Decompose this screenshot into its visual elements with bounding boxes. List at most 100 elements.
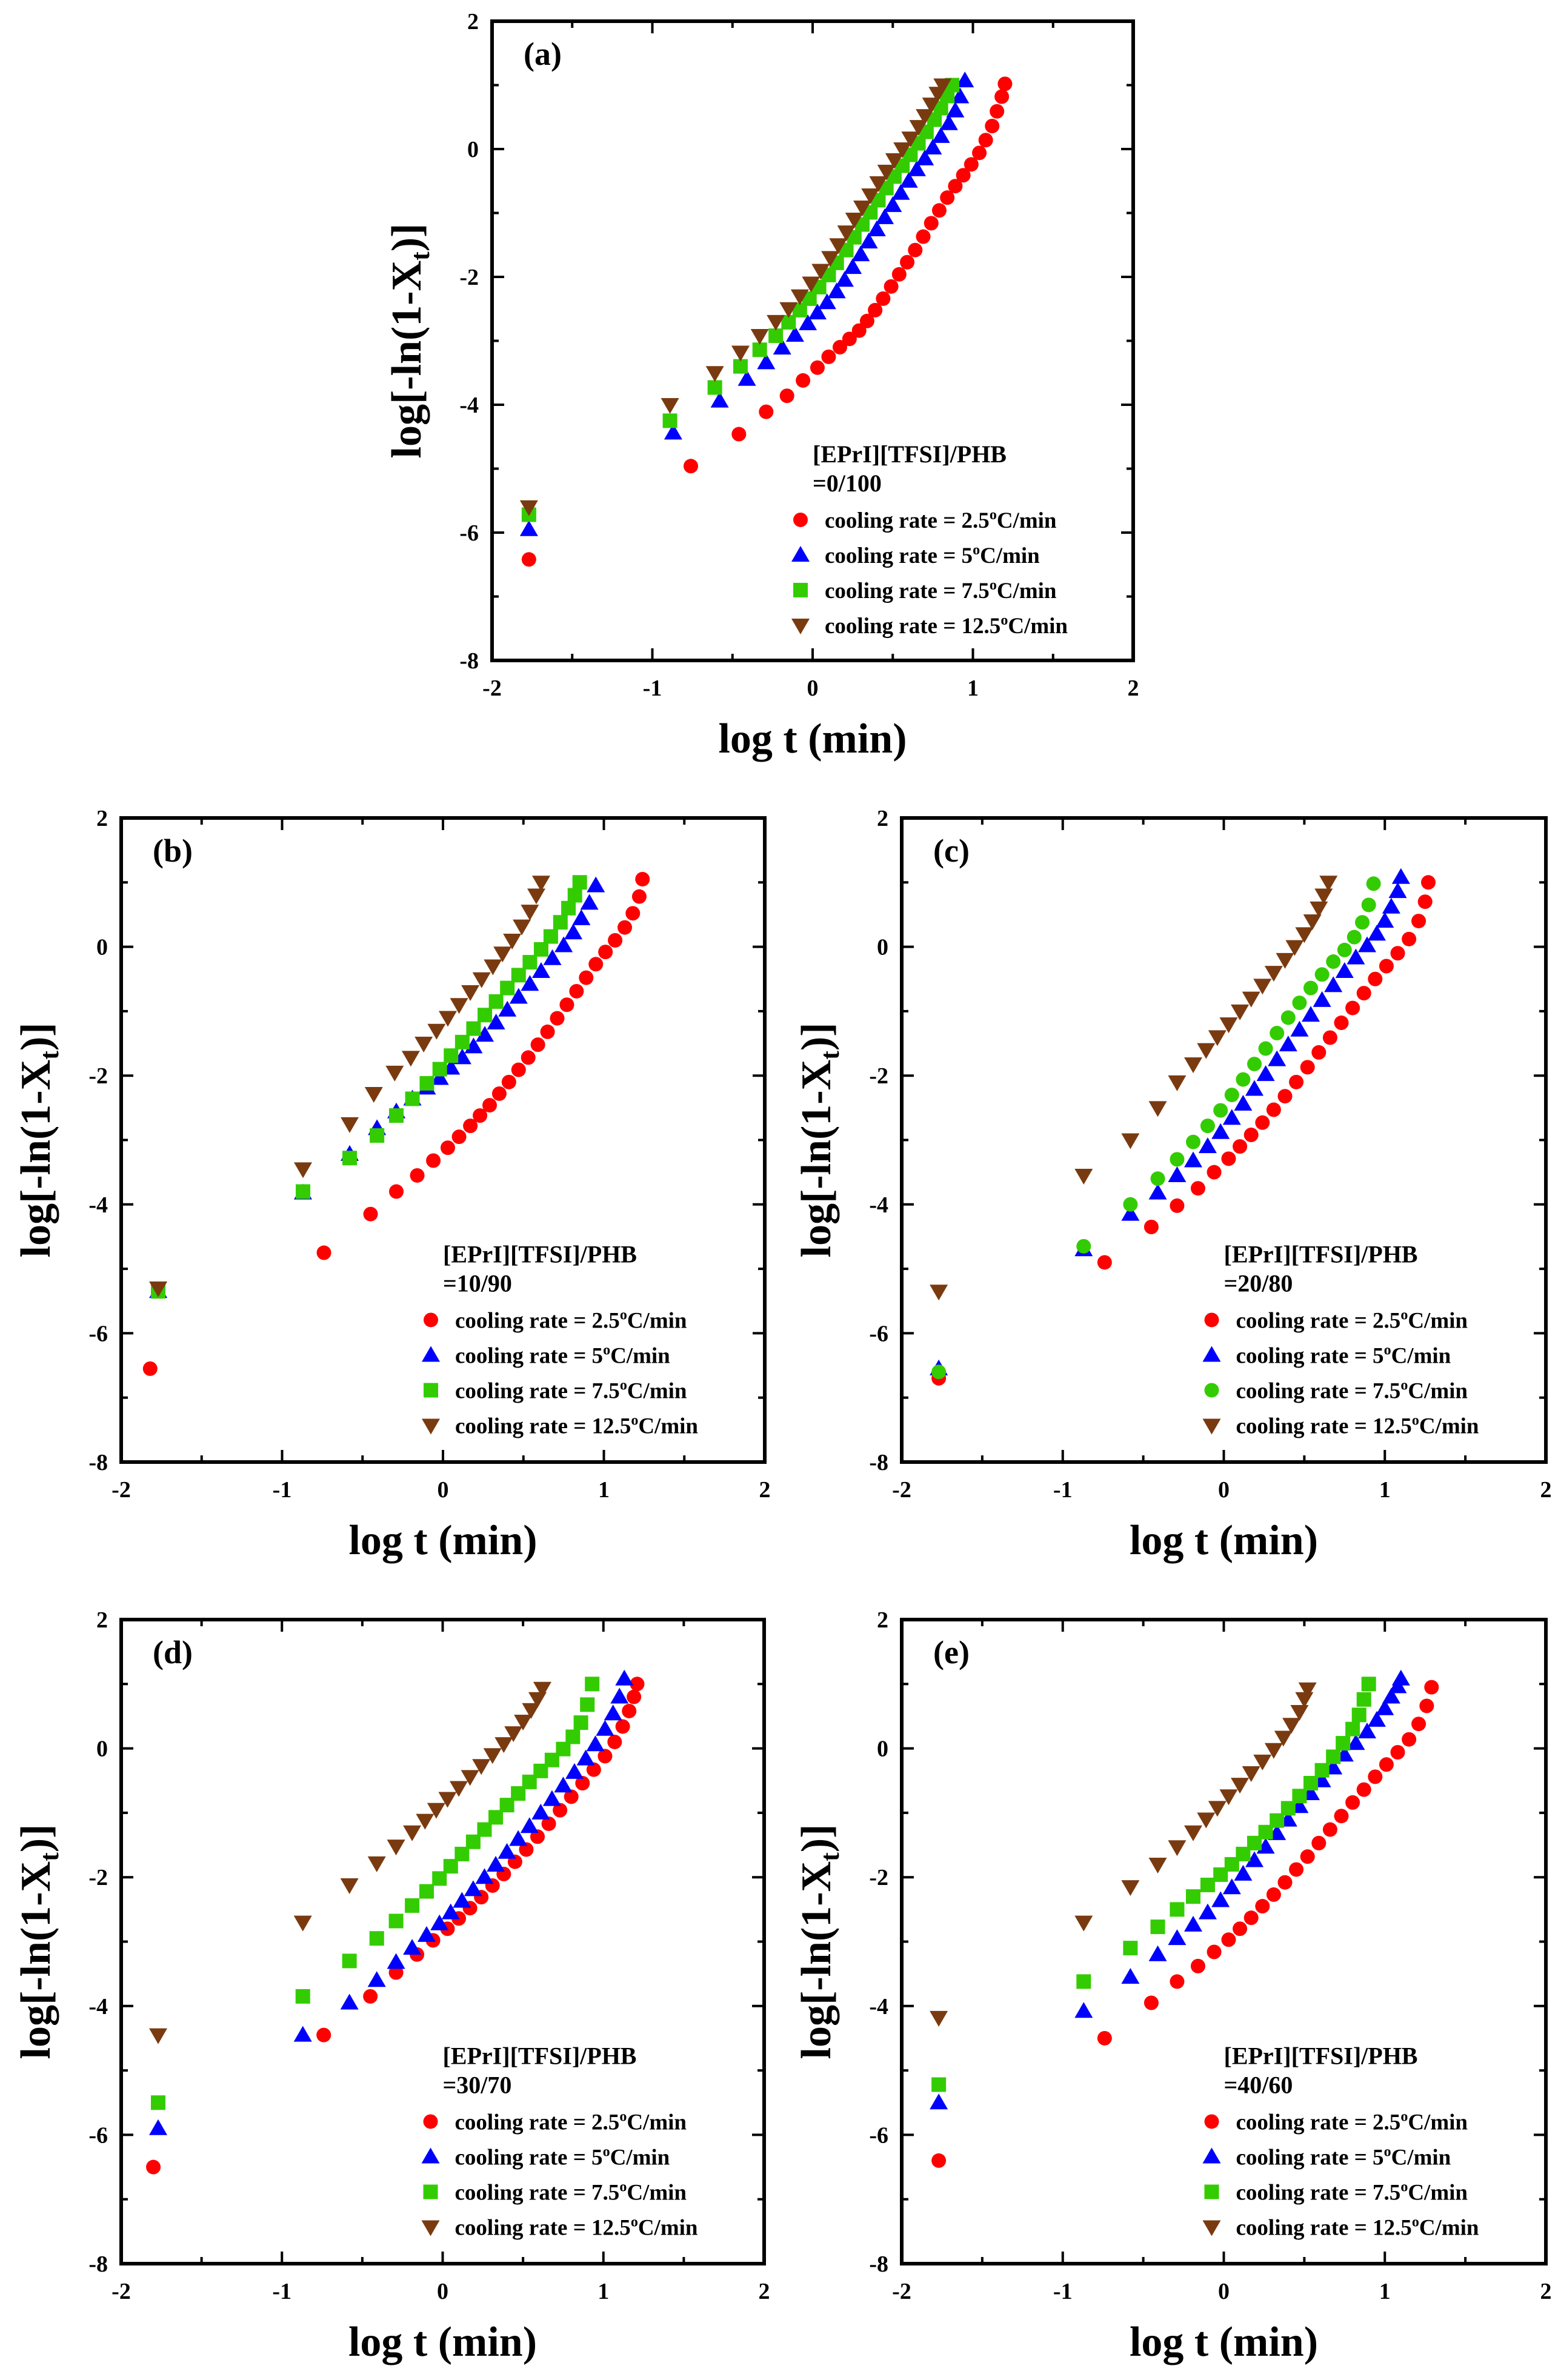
data-point <box>1376 912 1394 928</box>
data-point <box>705 366 724 382</box>
data-point <box>1345 1721 1360 1737</box>
legend-marker <box>422 1346 440 1362</box>
y-axis-label: log[-ln(1-Xt)] <box>384 224 435 459</box>
data-point <box>876 291 891 306</box>
data-point <box>430 1914 449 1930</box>
x-tick-label: -2 <box>892 1477 911 1503</box>
data-point <box>1417 894 1433 909</box>
data-point <box>403 1939 422 1955</box>
x-tick-label: 2 <box>1128 676 1139 701</box>
data-point <box>573 1715 588 1730</box>
data-point <box>662 413 677 428</box>
data-point <box>151 2095 166 2110</box>
data-point <box>733 359 748 374</box>
legend-marker <box>791 618 810 634</box>
data-point <box>876 208 894 224</box>
series-2.5 <box>521 76 1013 567</box>
data-point <box>416 1813 434 1830</box>
data-point <box>1358 936 1377 952</box>
data-point <box>493 946 512 963</box>
series-12.5 <box>930 876 1338 1301</box>
data-point <box>1245 1851 1263 1867</box>
data-point <box>1231 1778 1250 1794</box>
data-point <box>1170 1198 1185 1213</box>
y-tick-label: -8 <box>88 2252 108 2277</box>
legend-marker <box>1202 1346 1221 1362</box>
data-point <box>403 1825 422 1841</box>
data-point <box>149 1281 168 1297</box>
data-point <box>1074 1168 1093 1185</box>
data-point <box>930 2010 948 2027</box>
legend-subtitle: =10/90 <box>443 1269 512 1297</box>
data-point <box>388 1965 404 1980</box>
data-point <box>385 1065 404 1082</box>
y-tick-label: 2 <box>467 9 479 35</box>
data-point <box>438 1011 457 1027</box>
data-point <box>1391 868 1410 884</box>
legend-marker <box>424 1383 438 1398</box>
data-point <box>441 1903 460 1920</box>
panel-c: -2 -1 0 1 2 2 0 -2 -4 -6 -8 log t (min) log[-ln(1-Xt… <box>793 806 1552 1564</box>
x-tick-label: -1 <box>1053 1477 1073 1503</box>
data-point <box>1184 1151 1203 1168</box>
data-point <box>835 271 854 287</box>
data-point <box>773 339 791 355</box>
data-point <box>1276 952 1294 969</box>
data-point <box>1207 1944 1222 1960</box>
data-point <box>564 1789 579 1804</box>
legend-label: cooling rate = 7.5oC/min <box>1236 2179 1468 2205</box>
data-point <box>930 1285 948 1301</box>
data-point <box>1421 875 1436 890</box>
data-point <box>1390 1744 1405 1760</box>
data-point <box>475 1868 494 1884</box>
data-point <box>541 1816 556 1831</box>
data-point <box>842 331 857 347</box>
data-point <box>1302 1006 1320 1022</box>
data-point <box>1222 1878 1241 1895</box>
data-point <box>1285 940 1304 956</box>
panel-tag: (b) <box>153 833 193 869</box>
data-point <box>1144 1220 1159 1235</box>
data-point <box>511 1062 526 1077</box>
data-point <box>509 988 528 1004</box>
data-point <box>1274 1730 1293 1747</box>
y-tick-label: 0 <box>467 137 479 162</box>
legend-label: cooling rate = 2.5oC/min <box>825 507 1057 533</box>
data-point <box>340 1993 359 2010</box>
data-point <box>521 552 536 567</box>
data-point <box>149 2028 168 2044</box>
data-point <box>576 1749 595 1766</box>
data-point <box>1121 1967 1140 1984</box>
data-point <box>1208 1030 1227 1046</box>
x-tick-label: -1 <box>272 2279 291 2304</box>
data-point <box>1314 967 1330 982</box>
legend-title: [EPrI][TFSI]/PHB <box>1224 2042 1418 2069</box>
data-point <box>370 1128 385 1143</box>
data-point <box>1121 1880 1140 1896</box>
data-point <box>1367 1710 1386 1727</box>
data-point <box>553 1803 568 1818</box>
legend-label: cooling rate = 2.5oC/min <box>455 2109 687 2135</box>
data-point <box>580 1697 595 1712</box>
data-point <box>859 313 874 328</box>
data-point <box>877 164 896 181</box>
data-point <box>1280 1010 1296 1025</box>
y-tick-label: -8 <box>869 1450 888 1475</box>
data-point <box>931 1365 947 1380</box>
y-tick-label: -6 <box>88 1321 108 1346</box>
data-point <box>964 157 979 172</box>
data-point <box>473 1108 488 1123</box>
data-point <box>1208 1801 1227 1817</box>
data-point <box>1379 1757 1394 1772</box>
data-point <box>1074 2002 1093 2018</box>
data-point <box>580 894 599 910</box>
data-point <box>511 968 526 983</box>
data-point <box>1268 1050 1287 1066</box>
data-point <box>1233 1139 1248 1154</box>
x-tick-label: 1 <box>598 1477 610 1503</box>
data-point <box>1379 959 1394 974</box>
data-point <box>554 1777 573 1793</box>
data-point <box>1424 1680 1439 1695</box>
data-point <box>731 427 747 442</box>
data-point <box>401 1051 420 1067</box>
